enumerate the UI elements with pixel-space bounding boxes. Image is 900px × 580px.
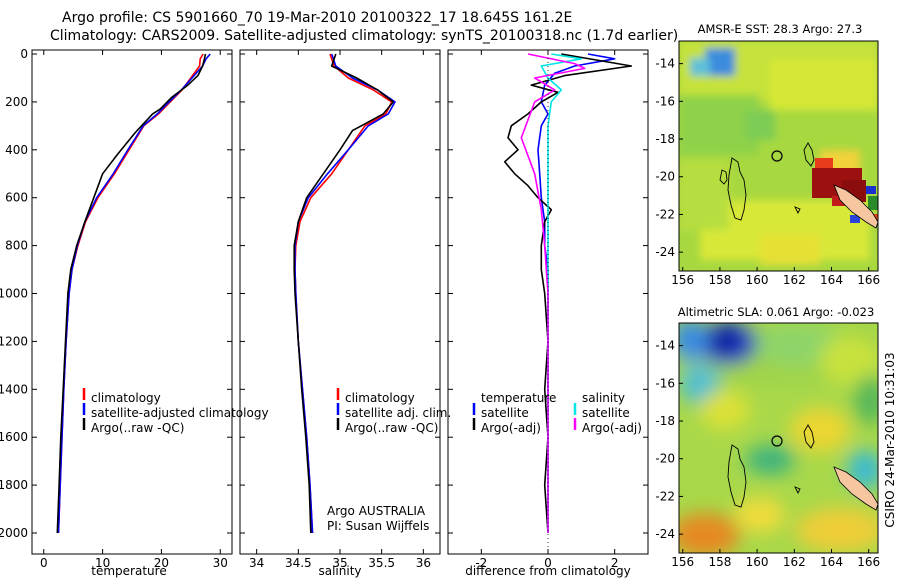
series-line-satellite-adj-clim — [294, 53, 396, 534]
map-x-tick-label: 160 — [746, 273, 769, 287]
map-y-tick-label: -24 — [655, 245, 675, 259]
y-tick-label: 600 — [5, 191, 28, 205]
y-tick-label: 1000 — [0, 287, 28, 301]
y-tick-label: 1800 — [0, 478, 28, 492]
y-tick-label: 0 — [20, 47, 28, 61]
legend-sal-climatology-label: climatology — [345, 391, 415, 405]
series-line-climatology — [57, 53, 204, 534]
map-y-tick-label: -16 — [655, 94, 675, 108]
series-line-satellite-adjusted-climatology — [57, 53, 211, 534]
map-x-tick-label: 164 — [820, 555, 843, 569]
map-x-tick-label: 158 — [708, 273, 731, 287]
sst-float-marker — [771, 150, 783, 162]
series-line-temperature-argo-adj — [503, 53, 633, 534]
map-x-tick-label: 156 — [671, 555, 694, 569]
map-x-tick-label: 160 — [746, 555, 769, 569]
map-x-tick-label: 158 — [708, 555, 731, 569]
x-tick-label: 10 — [95, 556, 110, 570]
sla-map-field — [679, 323, 878, 553]
difference-xlabel: difference from climatology — [465, 564, 631, 578]
salinity-annotation-line2: PI: Susan Wijffels — [327, 519, 429, 533]
map-y-tick-label: -16 — [655, 376, 675, 390]
sst-map-title: AMSR-E SST: 28.3 Argo: 27.3 — [698, 22, 863, 36]
map-x-tick-label: 162 — [783, 555, 806, 569]
series-line-climatology — [294, 53, 393, 534]
map-y-tick-label: -18 — [655, 132, 675, 146]
map-y-tick-label: -20 — [655, 170, 675, 184]
series-line-temperature-satellite — [537, 53, 616, 533]
x-tick-label: 2 — [611, 556, 619, 570]
salinity-xlabel: salinity — [318, 564, 361, 578]
figure-title-line2: Climatology: CARS2009. Satellite-adjuste… — [50, 28, 679, 44]
series-line-argo-raw-qc — [56, 53, 207, 534]
y-tick-label: 1400 — [0, 382, 28, 396]
map-x-tick-label: 162 — [783, 273, 806, 287]
y-tick-label: 2000 — [0, 526, 28, 540]
salinity-annotation-line1: Argo AUSTRALIA — [327, 504, 426, 518]
x-tick-label: 34 — [249, 556, 264, 570]
legend-sal-satellite-label: satellite adj. clim. — [345, 406, 451, 420]
map-y-tick-label: -14 — [655, 339, 675, 353]
legend-temp-argo-label: Argo(..raw -QC) — [91, 421, 184, 435]
legend-temp-climatology-label: climatology — [91, 391, 161, 405]
map-y-tick-label: -14 — [655, 57, 675, 71]
x-tick-label: -2 — [475, 556, 487, 570]
map-y-tick-label: -18 — [655, 414, 675, 428]
legend-diff-sal-argo-label: Argo(-adj) — [582, 421, 642, 435]
map-y-tick-label: -22 — [655, 207, 675, 221]
series-line-argo-raw-qc — [293, 53, 395, 534]
legend-sal-argo-label: Argo(..raw -QC) — [345, 421, 438, 435]
legend-diff-salinity-title: salinity — [582, 391, 625, 405]
legend-diff-sal-satellite-label: satellite — [582, 406, 630, 420]
map-x-tick-label: 156 — [671, 273, 694, 287]
x-tick-label: 30 — [213, 556, 228, 570]
temperature-panel-frame — [31, 49, 233, 555]
map-x-tick-label: 164 — [820, 273, 843, 287]
series-line-salinity-argo-adj — [520, 53, 586, 533]
map-y-tick-label: -20 — [655, 452, 675, 466]
map-y-tick-label: -22 — [655, 489, 675, 503]
legend-diff-temp-argo-label: Argo(-adj) — [481, 421, 541, 435]
y-tick-label: 1600 — [0, 430, 28, 444]
legend-diff-temp-satellite-label: satellite — [481, 406, 529, 420]
sla-float-marker — [771, 435, 783, 447]
y-tick-label: 200 — [5, 95, 28, 109]
sla-map-title: Altimetric SLA: 0.061 Argo: -0.023 — [678, 305, 875, 319]
figure-title-line1: Argo profile: CS 5901660_70 19-Mar-2010 … — [62, 10, 573, 26]
y-tick-label: 1200 — [0, 334, 28, 348]
x-tick-label: 35 — [332, 556, 347, 570]
legend-temp-satellite-label: satellite-adjusted climatology — [91, 406, 269, 420]
x-tick-label: 35.5 — [368, 556, 395, 570]
legend-diff-temperature-title: temperature — [481, 391, 556, 405]
map-x-tick-label: 166 — [857, 273, 880, 287]
x-tick-label: 0 — [40, 556, 48, 570]
sst-map-field — [679, 41, 878, 271]
map-y-tick-label: -24 — [655, 527, 675, 541]
x-tick-label: 36 — [416, 556, 431, 570]
x-tick-label: 0 — [544, 556, 552, 570]
x-tick-label: 20 — [154, 556, 169, 570]
salinity-panel-frame — [239, 49, 441, 555]
x-tick-label: 34.5 — [285, 556, 312, 570]
map-x-tick-label: 166 — [857, 555, 880, 569]
y-tick-label: 400 — [5, 143, 28, 157]
temperature-xlabel: temperature — [91, 564, 166, 578]
y-tick-label: 800 — [5, 239, 28, 253]
